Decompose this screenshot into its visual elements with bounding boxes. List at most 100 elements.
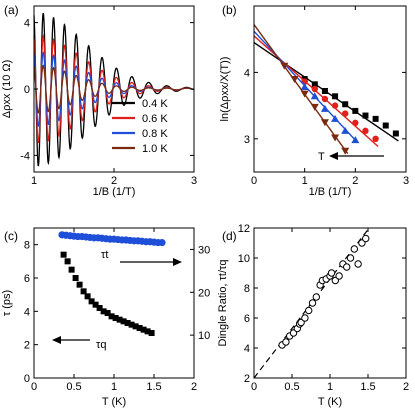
panel-b-frame	[253, 5, 407, 173]
x-tick-label: 0	[31, 381, 37, 393]
y-tick-label: 4	[244, 67, 250, 79]
panel-c-tau-q-arrow: τq	[52, 336, 106, 351]
panel-a-legend: 0.4 K 0.6 K 0.8 K 1.0 K	[112, 98, 168, 155]
x-tick-label: 1	[111, 381, 117, 393]
legend-label: 1.0 K	[142, 143, 168, 155]
panel-d-point	[301, 314, 309, 322]
y-tick-label: 6	[24, 273, 30, 285]
panel-d-xlabel: T (K)	[318, 396, 342, 408]
x-tick-label: 1	[327, 381, 333, 393]
x-tick-label: 1	[302, 175, 308, 187]
panel-a: (a) 1 2 3-404 1/B (1/T) Δρxx (10 Ω) 0.4 K0…	[1, 3, 197, 198]
panel-b-fit-line	[253, 24, 349, 154]
x-tick-label: 1.5	[146, 381, 161, 393]
panel-b-arrow-head	[329, 152, 338, 160]
panel-c-tau-q-point	[76, 281, 83, 288]
panel-c-tau-q-point	[112, 315, 119, 321]
panel-b-point	[352, 107, 359, 114]
panel-b-point	[310, 103, 319, 111]
panel-b-point	[362, 112, 369, 119]
panel-c-tau-q-point	[104, 310, 111, 316]
panel-b-point	[351, 136, 360, 144]
y-tick-label: 4	[24, 18, 30, 30]
panel-c-tau-q-label: τq	[96, 339, 106, 351]
panel-c-tau-q-point	[64, 258, 71, 265]
panel-b-point	[290, 76, 299, 84]
x-tick-label: 3	[191, 175, 197, 187]
panel-b-point	[300, 83, 309, 91]
x-tick-label: 2	[111, 175, 117, 187]
panel-c-tau-t-arrow-head	[173, 258, 182, 266]
x-tick-label: 0	[251, 175, 257, 187]
y-tick-label: 0	[24, 84, 30, 96]
legend-label: 0.6 K	[142, 113, 168, 125]
y-tick-label: 8	[244, 283, 250, 295]
panel-c-tau-q-arrow-head	[52, 336, 61, 344]
panel-b: (b) 0 1 2 3 3 4 1/B (1/T) ln(Δρxx/X(T)) T	[219, 3, 409, 198]
x-tick-label: 2	[403, 381, 409, 393]
panel-c-content	[58, 231, 166, 336]
y-tick-label: 12	[238, 223, 250, 235]
panel-b-ticks: 0 1 2 3 3 4	[244, 6, 409, 187]
panel-c-ylabel: τ (ps)	[1, 290, 13, 316]
panel-a-series-0.8K	[33, 50, 195, 127]
panel-a-ylabel: Δρxx (10 Ω)	[1, 60, 13, 119]
panel-c-tau-q-point	[124, 320, 131, 326]
panel-c-tau-q-point	[108, 313, 115, 320]
panel-b-point	[321, 87, 328, 94]
panel-b-point	[382, 122, 389, 129]
panel-c-xlabel: T (K)	[102, 396, 126, 408]
panel-d-ticks: 0 0.5 1 1.5 2 2 4 6 8 10 12	[238, 223, 409, 393]
panel-c-tau-q-point	[128, 321, 135, 328]
panel-b-point	[320, 104, 329, 112]
panel-c-tau-q-point	[68, 266, 75, 273]
panel-b-point	[311, 85, 318, 93]
panel-d-point	[346, 254, 355, 262]
panel-b-point	[372, 115, 379, 122]
panel-a-series-1.0K	[33, 64, 195, 114]
panel-b-point	[331, 114, 340, 122]
x-tick-label: 2	[352, 175, 358, 187]
panel-c-tau-q-point	[88, 298, 95, 305]
x-tick-label: 2	[191, 381, 197, 393]
legend-label: 0.4 K	[142, 98, 168, 110]
y-tick-label: 10	[238, 253, 250, 265]
y-right-tick-label: 10	[198, 330, 210, 342]
panel-c-tau-q-point	[132, 323, 139, 330]
panel-b-point	[331, 134, 340, 142]
panel-d-frame	[253, 227, 407, 379]
panel-c-tau-q-point	[100, 308, 107, 315]
panel-b-point	[352, 119, 359, 127]
panel-b-ylabel: ln(Δρxx/X(T))	[219, 57, 231, 122]
panel-c-tau-q-point	[92, 301, 99, 308]
panel-c-tau-q-point	[84, 293, 91, 300]
panel-d-point	[362, 234, 370, 243]
panel-c-tau-t-label: τt	[101, 249, 108, 261]
panel-c-tau-q-point	[80, 288, 87, 295]
panel-d-ylabel: Dingle Ratio, τt/τq	[217, 260, 229, 347]
panel-c-tau-q-point	[116, 316, 123, 323]
panel-d-point	[327, 269, 336, 277]
panel-c-tau-q-point	[144, 328, 151, 335]
panel-a-xlabel: 1/B (1/T)	[93, 186, 136, 198]
panel-d-point	[308, 299, 317, 307]
panel-c-tau-t-point	[158, 238, 166, 247]
y-right-tick-label: 30	[198, 244, 210, 256]
panel-d-point	[312, 293, 321, 301]
legend-label: 0.8 K	[142, 128, 168, 140]
y-right-tick-label: 20	[198, 287, 210, 299]
x-tick-label: 1.5	[360, 381, 375, 393]
y-tick-label: 3	[244, 134, 250, 146]
panel-d-point	[305, 306, 313, 315]
x-tick-label: 1	[31, 175, 37, 187]
panel-a-series-0.4K	[33, 12, 195, 167]
panel-a-label: (a)	[4, 3, 19, 17]
panel-b-point	[342, 110, 349, 117]
panel-a-curves	[33, 12, 195, 167]
panel-d-point	[343, 263, 351, 271]
panel-c-tau-t-arrow: τt	[101, 249, 182, 266]
panel-b-point	[341, 126, 350, 134]
panel-d-point	[335, 272, 343, 280]
panel-d: (d) 0 0.5 1 1.5 2 2 4 6 8 10 12 T (K) Dingle Ratio…	[217, 223, 409, 408]
